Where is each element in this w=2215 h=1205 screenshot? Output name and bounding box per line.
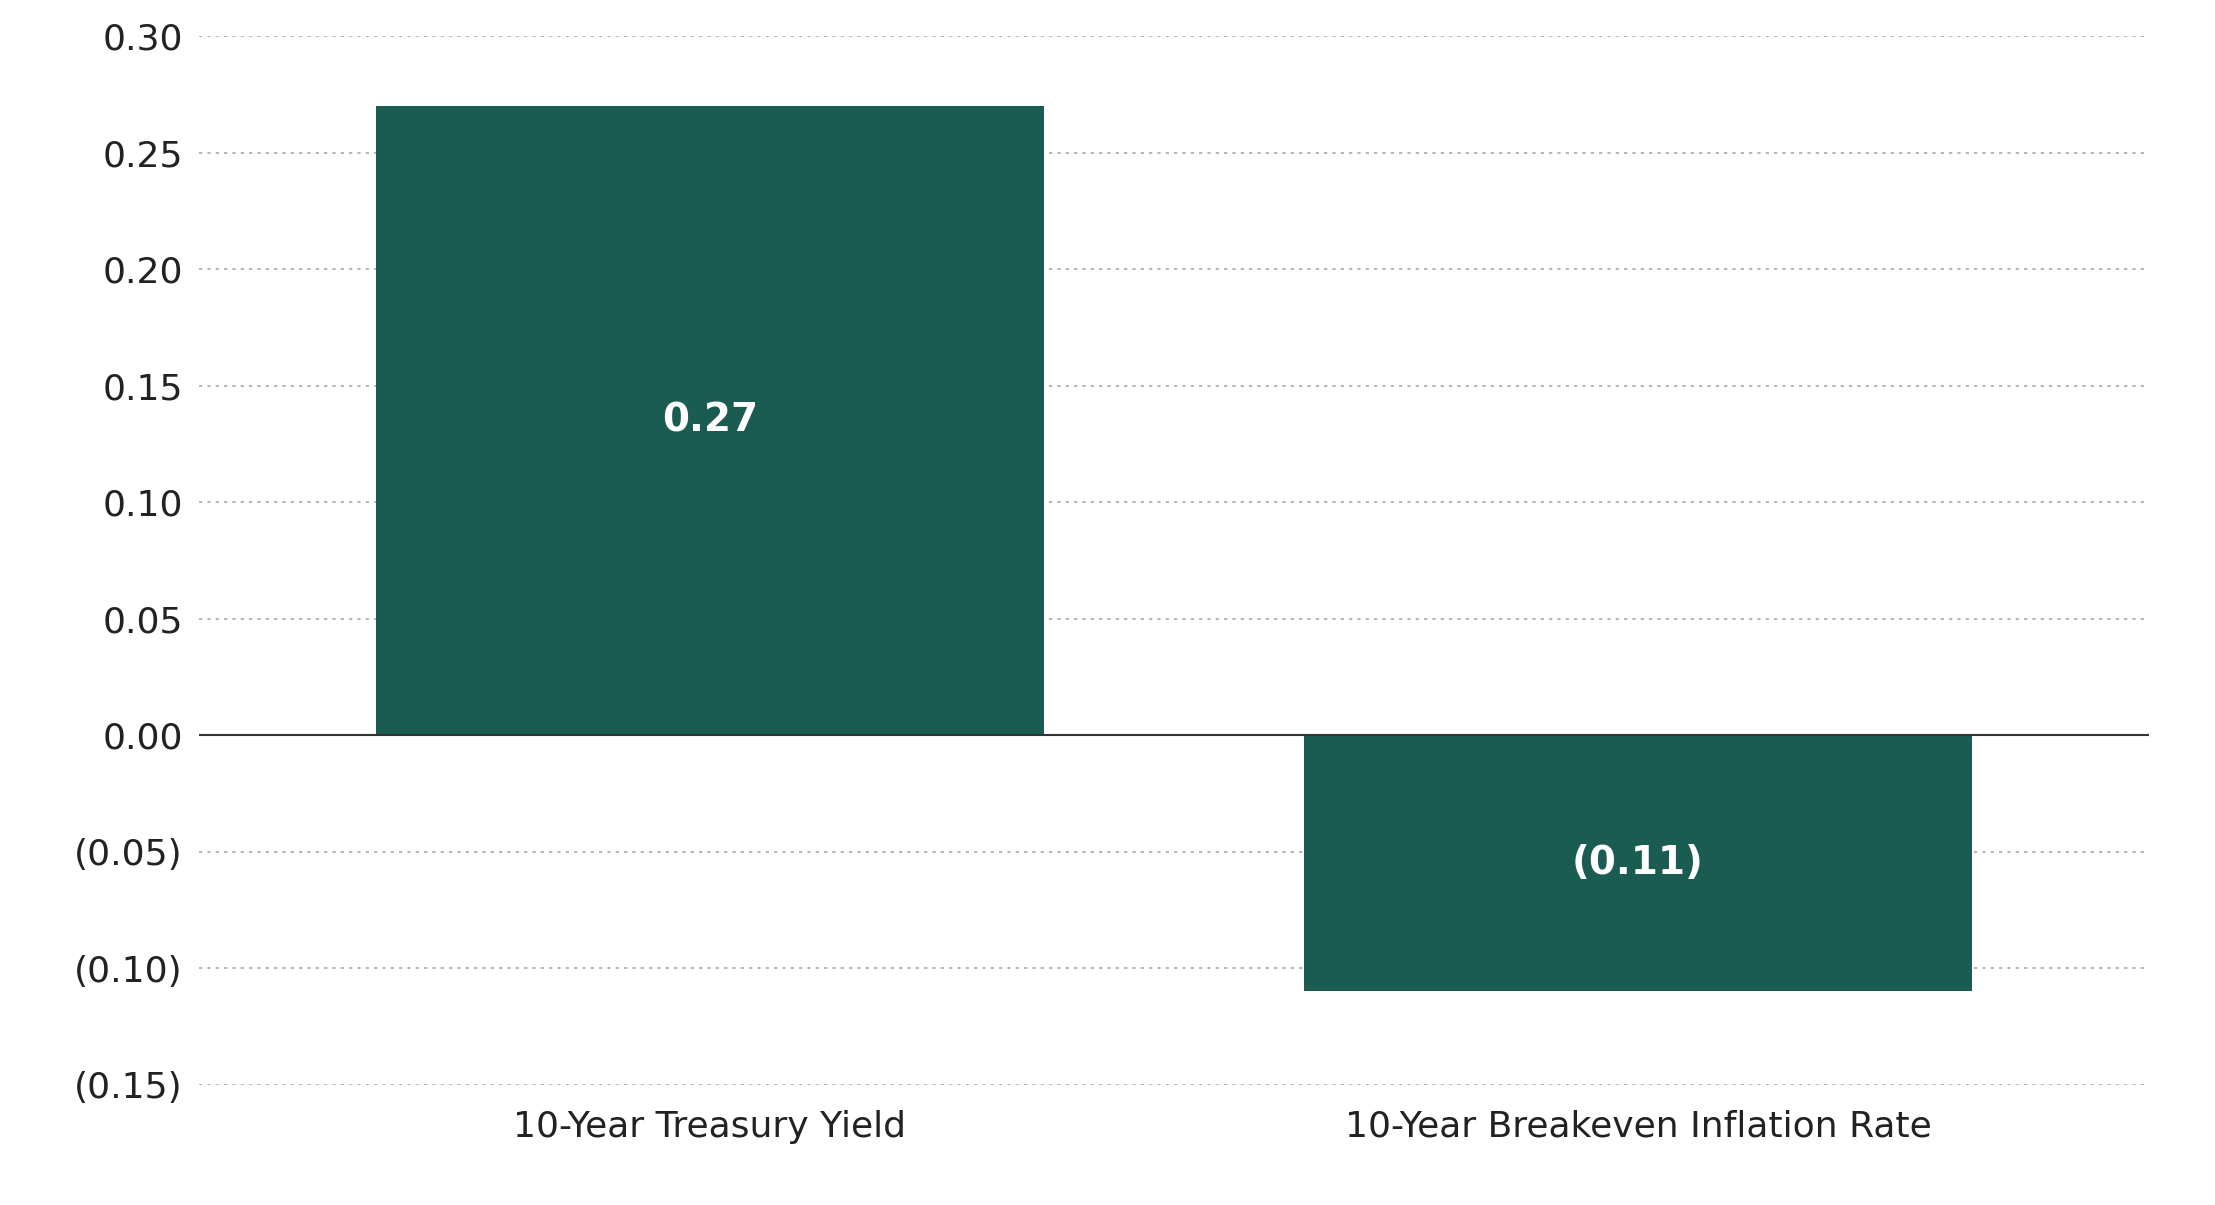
Bar bbox=[1305, 735, 1971, 992]
Text: (0.11): (0.11) bbox=[1573, 845, 1703, 882]
Bar bbox=[377, 106, 1043, 735]
Text: 0.27: 0.27 bbox=[662, 401, 758, 440]
